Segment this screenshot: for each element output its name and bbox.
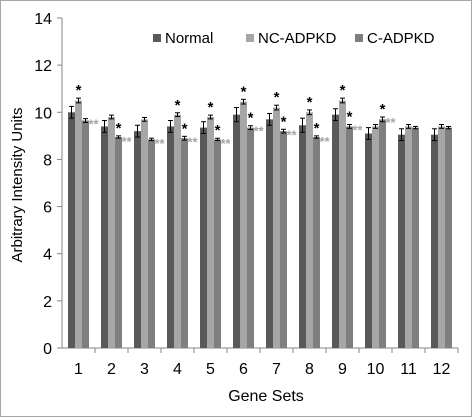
bar	[332, 114, 339, 349]
x-tick-label: 8	[305, 361, 314, 378]
legend-label: C-ADPKD	[367, 30, 435, 47]
bar	[240, 101, 247, 348]
bar	[75, 100, 82, 348]
x-tick-label: 5	[206, 361, 215, 378]
x-tick-label: 10	[367, 361, 385, 378]
bar	[280, 131, 287, 348]
x-axis-label: Gene Sets	[228, 388, 304, 405]
significance-star: *	[274, 89, 280, 106]
x-tick-label: 3	[140, 361, 149, 378]
significance-markers: *** *** *****************************	[76, 82, 397, 151]
significance-double-star: **	[385, 115, 396, 130]
x-tick-label: 2	[107, 361, 116, 378]
bar	[214, 139, 221, 348]
y-tick-label: 14	[34, 11, 52, 28]
y-tick-label: 10	[34, 105, 52, 122]
bar	[266, 119, 273, 348]
x-tick-label: 12	[433, 361, 451, 378]
y-tick-label: 12	[34, 58, 52, 75]
y-tick-label: 8	[43, 152, 52, 169]
significance-star: *	[175, 97, 181, 114]
bar	[207, 117, 214, 348]
significance-double-star: **	[319, 134, 330, 149]
significance-star: *	[248, 110, 254, 127]
significance-double-star: **	[352, 123, 363, 138]
significance-star: *	[241, 83, 247, 100]
significance-star: *	[347, 109, 353, 126]
bar	[273, 107, 280, 348]
significance-double-star: **	[154, 136, 165, 151]
y-tick-label: 6	[43, 200, 52, 217]
bar	[134, 131, 141, 348]
significance-star: *	[281, 113, 287, 130]
y-tick-label: 2	[43, 294, 52, 311]
y-axis-label: Arbitrary Intensity Units	[9, 107, 26, 262]
significance-double-star: **	[286, 127, 297, 142]
legend-label: Normal	[165, 30, 213, 47]
bar	[313, 137, 320, 348]
significance-double-star: **	[187, 134, 198, 149]
bar	[306, 112, 313, 349]
significance-star: *	[76, 82, 82, 99]
bar	[346, 126, 353, 348]
bar	[181, 138, 188, 348]
bar	[141, 119, 148, 348]
significance-star: *	[380, 101, 386, 118]
legend-swatch	[246, 34, 254, 42]
bar	[174, 114, 181, 349]
bars	[68, 100, 452, 349]
bar	[233, 114, 240, 349]
significance-star: *	[340, 82, 346, 99]
significance-star: *	[116, 120, 122, 137]
legend-label: NC-ADPKD	[258, 30, 337, 47]
bar	[445, 127, 452, 348]
significance-star: *	[314, 120, 320, 137]
significance-double-star: **	[88, 117, 99, 132]
significance-double-star: **	[121, 134, 132, 149]
legend-swatch	[153, 34, 161, 42]
x-tick-label: 1	[74, 361, 83, 378]
x-tick-label: 4	[173, 361, 182, 378]
bar	[68, 112, 75, 349]
bar	[339, 100, 346, 348]
bar	[148, 139, 155, 348]
significance-double-star: **	[253, 124, 264, 139]
significance-double-star: **	[220, 136, 231, 151]
bar	[299, 125, 306, 348]
bar	[200, 127, 207, 348]
bar	[101, 126, 108, 348]
x-tick-label: 6	[239, 361, 248, 378]
x-tick-label: 9	[338, 361, 347, 378]
bar	[372, 126, 379, 348]
bar	[431, 134, 438, 348]
bar	[405, 126, 412, 348]
bar	[115, 137, 122, 348]
bar	[167, 126, 174, 348]
bar	[247, 127, 254, 348]
significance-star: *	[208, 99, 214, 116]
significance-star: *	[307, 94, 313, 111]
bar	[398, 134, 405, 348]
significance-star: *	[182, 120, 188, 137]
bar	[379, 119, 386, 348]
bar	[438, 126, 445, 348]
bar	[108, 117, 115, 348]
x-tick-label: 11	[400, 361, 417, 378]
bar	[412, 127, 419, 348]
x-tick-label: 7	[272, 361, 281, 378]
legend: Normal NC-ADPKD C-ADPKD	[153, 30, 435, 47]
legend-swatch	[355, 34, 363, 42]
bar	[365, 133, 372, 348]
y-tick-label: 0	[43, 341, 52, 358]
significance-star: *	[215, 122, 221, 139]
error-bars	[69, 97, 451, 142]
bar	[82, 120, 89, 349]
y-tick-label: 4	[43, 247, 52, 264]
